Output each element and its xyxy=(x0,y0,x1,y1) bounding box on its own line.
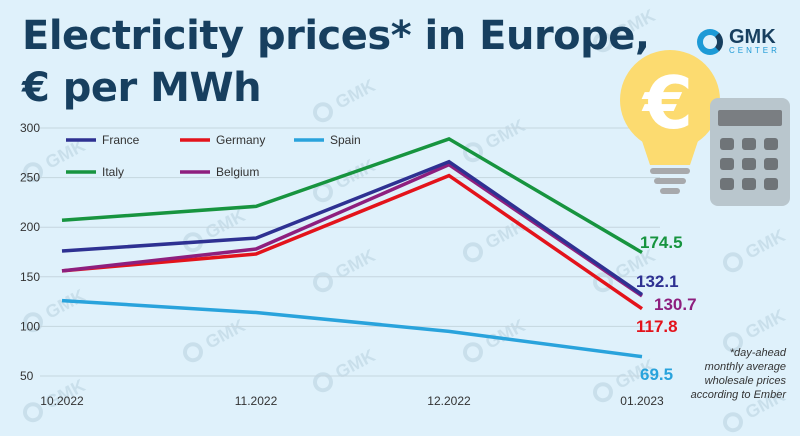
footnote-line: *day-ahead xyxy=(666,346,786,360)
y-tick-label: 100 xyxy=(20,319,40,333)
footnote-line: according to Ember xyxy=(666,388,786,402)
series-line-spain xyxy=(62,301,642,357)
x-tick-label: 11.2022 xyxy=(235,394,278,408)
data-label-italy: 174.5 xyxy=(640,233,683,252)
y-tick-label: 300 xyxy=(20,121,40,135)
y-tick-label: 50 xyxy=(20,369,34,383)
legend-label: Germany xyxy=(216,133,265,147)
calculator-icon xyxy=(710,98,790,206)
y-tick-label: 200 xyxy=(20,220,40,234)
lightbulb-euro-icon: € xyxy=(620,50,720,194)
x-tick-label: 01.2023 xyxy=(620,394,664,408)
footnote-line: wholesale prices xyxy=(666,374,786,388)
y-tick-label: 250 xyxy=(20,171,40,185)
footnote: *day-ahead monthly average wholesale pri… xyxy=(666,346,786,402)
footnote-line: monthly average xyxy=(666,360,786,374)
x-tick-label: 10.2022 xyxy=(40,394,84,408)
series-line-germany xyxy=(62,176,642,309)
y-tick-label: 150 xyxy=(20,270,40,284)
series-line-belgium xyxy=(62,165,642,296)
svg-text:€: € xyxy=(641,61,693,145)
legend-label: Italy xyxy=(102,165,124,179)
legend-label: France xyxy=(102,133,140,147)
legend-label: Spain xyxy=(330,133,361,147)
x-tick-label: 12.2022 xyxy=(427,394,471,408)
data-label-belgium: 130.7 xyxy=(654,295,697,314)
data-label-germany: 117.8 xyxy=(636,317,678,336)
legend-label: Belgium xyxy=(216,165,259,179)
data-label-france: 132.1 xyxy=(636,272,679,291)
series-line-france xyxy=(62,162,642,295)
